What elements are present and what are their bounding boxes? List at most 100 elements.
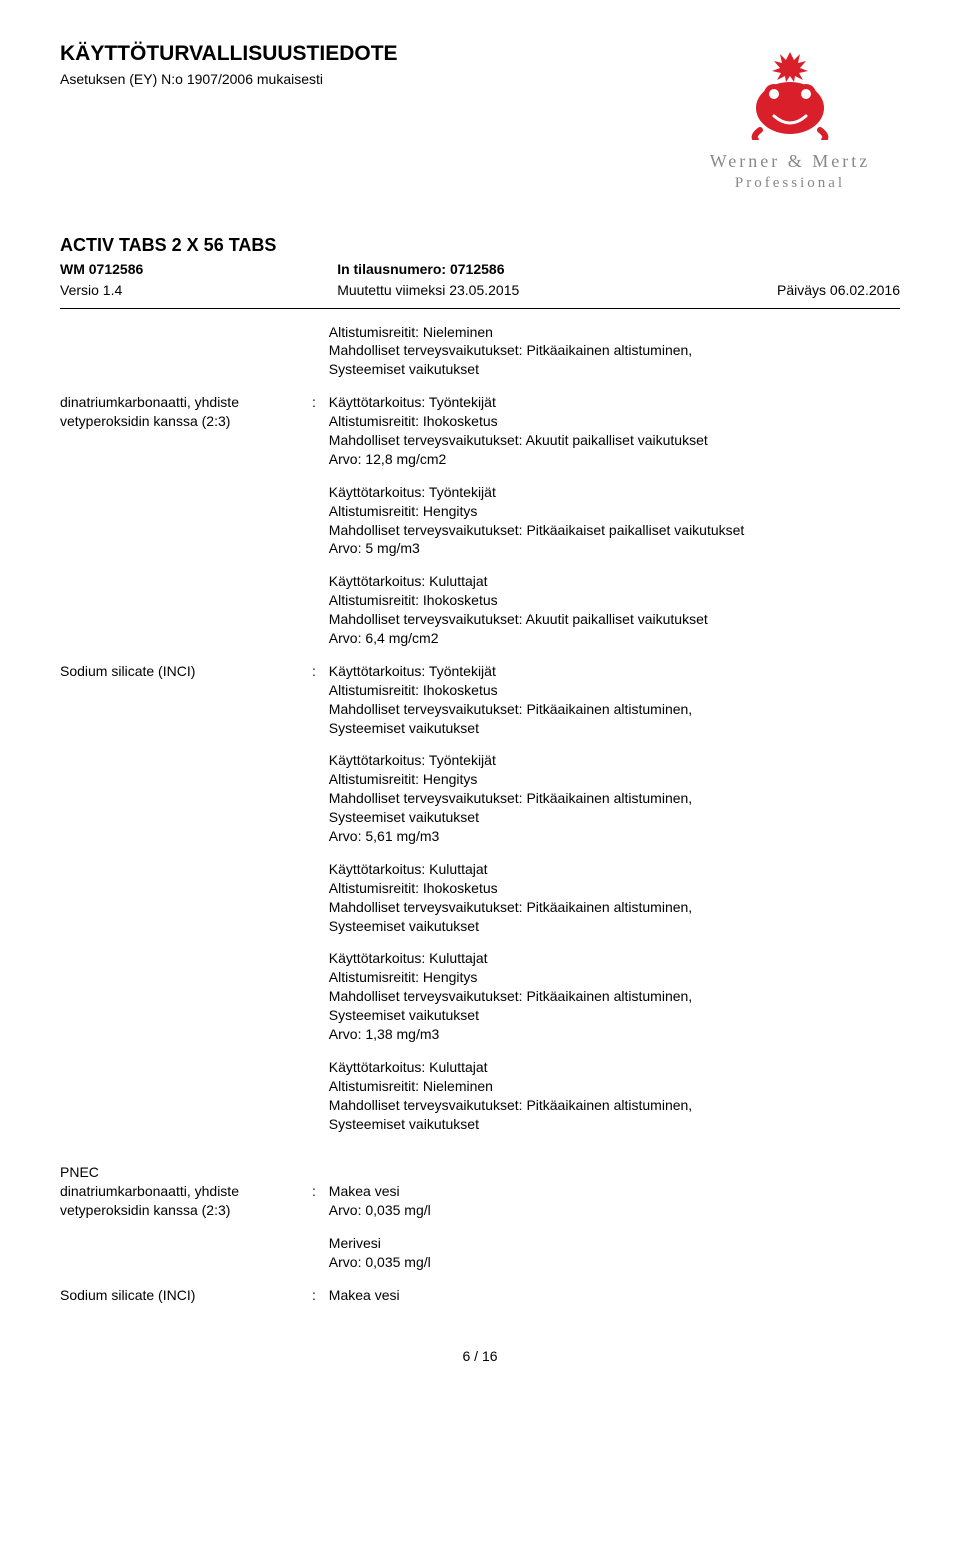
- substance-name: [60, 751, 312, 859]
- value-block: MerivesiArvo: 0,035 mg/l: [329, 1234, 900, 1286]
- text-line: Altistumisreitit: Nieleminen: [329, 1077, 900, 1096]
- exposure-block: Altistumisreitit: Nieleminen Mahdolliset…: [329, 323, 900, 380]
- colon-separator: [312, 1234, 329, 1286]
- value-block: Käyttötarkoitus: TyöntekijätAltistumisre…: [329, 751, 900, 859]
- substance-name: dinatriumkarbonaatti, yhdiste vetyperoks…: [60, 1182, 312, 1234]
- text-line: Käyttötarkoitus: Kuluttajat: [329, 949, 900, 968]
- exposure-block: Makea vesiArvo: 0,035 mg/l: [329, 1182, 900, 1220]
- text-line: Arvo: 6,4 mg/cm2: [329, 629, 900, 648]
- substance-name: [60, 1234, 312, 1286]
- text-line: Altistumisreitit: Ihokosketus: [329, 681, 900, 700]
- substance-name: [60, 860, 312, 950]
- exposure-block: Käyttötarkoitus: TyöntekijätAltistumisre…: [329, 751, 900, 845]
- exposure-block: Käyttötarkoitus: KuluttajatAltistumisrei…: [329, 949, 900, 1043]
- substance-name: Sodium silicate (INCI): [60, 1286, 312, 1319]
- text-line: Käyttötarkoitus: Kuluttajat: [329, 1058, 900, 1077]
- frog-logo-icon: [730, 40, 850, 140]
- entries-container: dinatriumkarbonaatti, yhdiste vetyperoks…: [60, 393, 900, 1147]
- exposure-block: Makea vesi: [329, 1286, 900, 1305]
- doc-title: KÄYTTÖTURVALLISUUSTIEDOTE: [60, 40, 680, 68]
- text-line: Systeemiset vaikutukset: [329, 360, 900, 379]
- value-block: Käyttötarkoitus: TyöntekijätAltistumisre…: [329, 393, 900, 483]
- text-line: Merivesi: [329, 1234, 900, 1253]
- text-line: Mahdolliset terveysvaikutukset: Pitkäaik…: [329, 987, 900, 1006]
- text-line: Arvo: 5 mg/m3: [329, 539, 900, 558]
- value-block: Käyttötarkoitus: TyöntekijätAltistumisre…: [329, 483, 900, 573]
- substance-name: [60, 572, 312, 662]
- substance-name: [60, 483, 312, 573]
- order-number: In tilausnumero: 0712586: [337, 260, 623, 281]
- text-line: Makea vesi: [329, 1182, 900, 1201]
- value-block: Käyttötarkoitus: KuluttajatAltistumisrei…: [329, 860, 900, 950]
- text-line: Käyttötarkoitus: Työntekijät: [329, 393, 900, 412]
- colon-separator: [312, 949, 329, 1057]
- version-label: Versio 1.4: [60, 281, 337, 302]
- text-line: Arvo: 5,61 mg/m3: [329, 827, 900, 846]
- exposure-block: Käyttötarkoitus: KuluttajatAltistumisrei…: [329, 572, 900, 648]
- substance-name: [60, 949, 312, 1057]
- text-line: Systeemiset vaikutukset: [329, 1006, 900, 1025]
- entry-table: dinatriumkarbonaatti, yhdiste vetyperoks…: [60, 1182, 900, 1286]
- colon-separator: [312, 751, 329, 859]
- text-line: Systeemiset vaikutukset: [329, 719, 900, 738]
- brand-name: Werner & Mertz: [680, 149, 900, 173]
- pnec-container: dinatriumkarbonaatti, yhdiste vetyperoks…: [60, 1182, 900, 1318]
- value-block: Käyttötarkoitus: KuluttajatAltistumisrei…: [329, 572, 900, 662]
- value-block: Käyttötarkoitus: TyöntekijätAltistumisre…: [329, 662, 900, 752]
- text-line: Arvo: 0,035 mg/l: [329, 1201, 900, 1220]
- text-line: Mahdolliset terveysvaikutukset: Pitkäaik…: [329, 341, 900, 360]
- divider-line: [60, 308, 900, 309]
- exposure-block: Käyttötarkoitus: KuluttajatAltistumisrei…: [329, 860, 900, 936]
- entry-table: dinatriumkarbonaatti, yhdiste vetyperoks…: [60, 393, 900, 662]
- document-header: KÄYTTÖTURVALLISUUSTIEDOTE Asetuksen (EY)…: [60, 40, 900, 193]
- brand-block: Werner & Mertz Professional: [680, 40, 900, 193]
- colon-separator: [312, 483, 329, 573]
- text-line: Arvo: 12,8 mg/cm2: [329, 450, 900, 469]
- exposure-block: Käyttötarkoitus: KuluttajatAltistumisrei…: [329, 1058, 900, 1134]
- doc-subtitle: Asetuksen (EY) N:o 1907/2006 mukaisesti: [60, 70, 680, 89]
- text-line: Mahdolliset terveysvaikutukset: Pitkäaik…: [329, 521, 900, 540]
- text-line: Altistumisreitit: Ihokosketus: [329, 879, 900, 898]
- text-line: Mahdolliset terveysvaikutukset: Akuutit …: [329, 610, 900, 629]
- modified-label: Muutettu viimeksi 23.05.2015: [337, 281, 623, 302]
- value-block: Käyttötarkoitus: KuluttajatAltistumisrei…: [329, 1058, 900, 1148]
- colon-separator: :: [312, 662, 329, 752]
- text-line: Arvo: 1,38 mg/m3: [329, 1025, 900, 1044]
- pnec-heading: PNEC: [60, 1163, 900, 1182]
- entry-table: Sodium silicate (INCI):Käyttötarkoitus: …: [60, 662, 900, 1148]
- text-line: Mahdolliset terveysvaikutukset: Pitkäaik…: [329, 789, 900, 808]
- text-line: Käyttötarkoitus: Työntekijät: [329, 483, 900, 502]
- value-block: Käyttötarkoitus: KuluttajatAltistumisrei…: [329, 949, 900, 1057]
- colon-separator: [312, 1058, 329, 1148]
- text-line: Käyttötarkoitus: Kuluttajat: [329, 572, 900, 591]
- entry-table: Sodium silicate (INCI):Makea vesi: [60, 1286, 900, 1319]
- text-line: Systeemiset vaikutukset: [329, 808, 900, 827]
- substance-name: Sodium silicate (INCI): [60, 662, 312, 752]
- product-meta-table: WM 0712586 In tilausnumero: 0712586 Vers…: [60, 260, 900, 302]
- text-line: Käyttötarkoitus: Työntekijät: [329, 662, 900, 681]
- text-line: Altistumisreitit: Ihokosketus: [329, 412, 900, 431]
- colon-separator: [312, 572, 329, 662]
- colon-separator: [312, 860, 329, 950]
- exposure-block: Käyttötarkoitus: TyöntekijätAltistumisre…: [329, 483, 900, 559]
- substance-name: dinatriumkarbonaatti, yhdiste vetyperoks…: [60, 393, 312, 483]
- text-line: Altistumisreitit: Ihokosketus: [329, 591, 900, 610]
- text-line: Systeemiset vaikutukset: [329, 1115, 900, 1134]
- colon-separator: :: [312, 1182, 329, 1234]
- page-footer: 6 / 16: [60, 1347, 900, 1366]
- product-title: ACTIV TABS 2 X 56 TABS: [60, 233, 900, 257]
- text-line: Mahdolliset terveysvaikutukset: Pitkäaik…: [329, 700, 900, 719]
- exposure-block: Käyttötarkoitus: TyöntekijätAltistumisre…: [329, 393, 900, 469]
- text-line: Mahdolliset terveysvaikutukset: Akuutit …: [329, 431, 900, 450]
- text-line: Käyttötarkoitus: Kuluttajat: [329, 860, 900, 879]
- text-line: Altistumisreitit: Hengitys: [329, 770, 900, 789]
- exposure-block: MerivesiArvo: 0,035 mg/l: [329, 1234, 900, 1272]
- brand-subline: Professional: [680, 173, 900, 193]
- text-line: Altistumisreitit: Hengitys: [329, 968, 900, 987]
- text-line: Systeemiset vaikutukset: [329, 917, 900, 936]
- substance-name: [60, 1058, 312, 1148]
- text-line: Arvo: 0,035 mg/l: [329, 1253, 900, 1272]
- colon-separator: :: [312, 393, 329, 483]
- colon-separator: :: [312, 1286, 329, 1319]
- text-line: Altistumisreitit: Hengitys: [329, 502, 900, 521]
